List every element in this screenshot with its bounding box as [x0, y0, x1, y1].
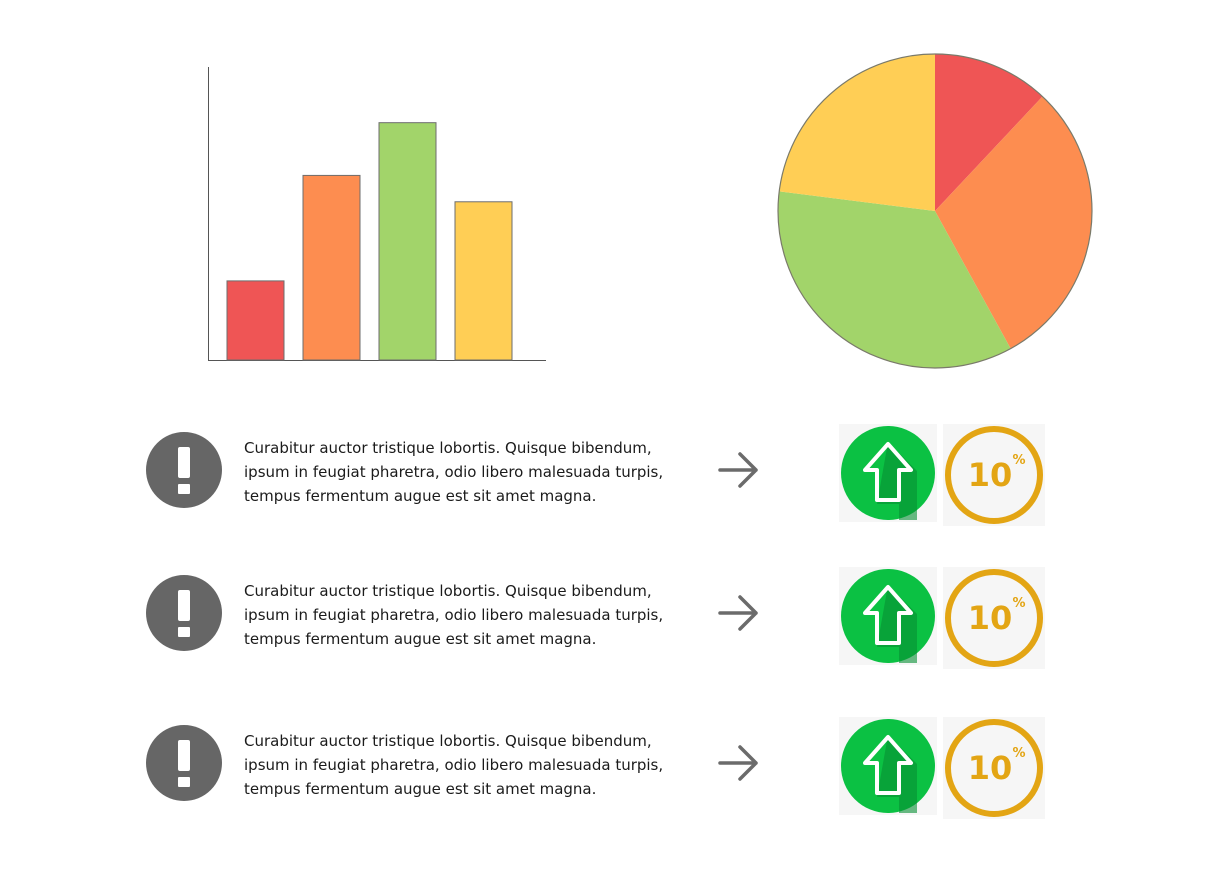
- row-text-line: tempus fermentum augue est sit amet magn…: [244, 630, 597, 648]
- arrow-up-icon: [839, 567, 937, 665]
- badge-unit: %: [1012, 746, 1025, 761]
- bar: [378, 122, 437, 361]
- row-text-line: Curabitur auctor tristique lobortis. Qui…: [244, 439, 652, 457]
- badge-number: 10: [968, 749, 1013, 787]
- bar: [302, 174, 361, 361]
- pie-slice: [778, 191, 1011, 369]
- badge-unit: %: [1012, 596, 1025, 611]
- row-text-line: Curabitur auctor tristique lobortis. Qui…: [244, 582, 652, 600]
- pie-slice: [935, 54, 1043, 211]
- pie-chart: [777, 53, 1093, 369]
- info-row: Curabitur auctor tristique lobortis. Qui…: [0, 424, 1231, 532]
- pie-outline: [777, 53, 1093, 369]
- exclamation-icon: [146, 575, 222, 651]
- pie-slice: [779, 54, 935, 211]
- row-text-line: ipsum in feugiat pharetra, odio libero m…: [244, 463, 664, 481]
- badge-unit: %: [1012, 453, 1025, 468]
- arrow-up-icon: [839, 424, 937, 522]
- row-text-line: tempus fermentum augue est sit amet magn…: [244, 487, 597, 505]
- bar: [226, 280, 285, 361]
- row-text-line: Curabitur auctor tristique lobortis. Qui…: [244, 732, 652, 750]
- percent-badge: 10 %: [943, 717, 1045, 819]
- arrow-right-icon: [718, 745, 758, 781]
- badge-number: 10: [968, 456, 1013, 494]
- row-description: Curabitur auctor tristique lobortis. Qui…: [244, 579, 694, 651]
- row-description: Curabitur auctor tristique lobortis. Qui…: [244, 729, 694, 801]
- percent-badge: 10 %: [943, 567, 1045, 669]
- info-row: Curabitur auctor tristique lobortis. Qui…: [0, 567, 1231, 675]
- info-row: Curabitur auctor tristique lobortis. Qui…: [0, 717, 1231, 825]
- pie-slice: [935, 96, 1092, 349]
- arrow-up-icon: [839, 717, 937, 815]
- arrow-right-icon: [718, 452, 758, 488]
- percent-badge: 10 %: [943, 424, 1045, 526]
- row-text-line: ipsum in feugiat pharetra, odio libero m…: [244, 756, 664, 774]
- row-description: Curabitur auctor tristique lobortis. Qui…: [244, 436, 694, 508]
- bar: [454, 201, 513, 361]
- row-text-line: tempus fermentum augue est sit amet magn…: [244, 780, 597, 798]
- badge-number: 10: [968, 599, 1013, 637]
- bar-chart: [208, 67, 546, 361]
- exclamation-icon: [146, 432, 222, 508]
- row-text-line: ipsum in feugiat pharetra, odio libero m…: [244, 606, 664, 624]
- arrow-right-icon: [718, 595, 758, 631]
- exclamation-icon: [146, 725, 222, 801]
